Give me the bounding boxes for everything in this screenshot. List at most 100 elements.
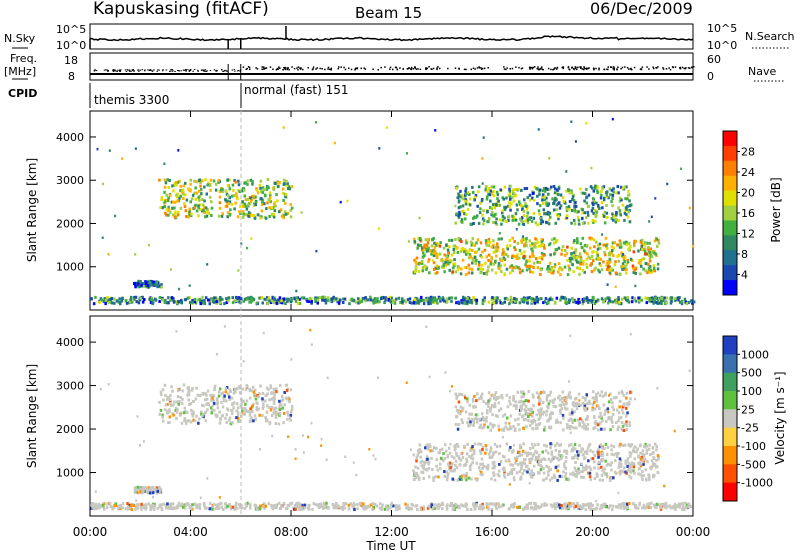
echo-cell — [496, 249, 499, 252]
nave-point — [283, 67, 285, 69]
echo-cell — [390, 296, 393, 300]
echo-cell — [342, 301, 345, 304]
echo-cell — [492, 262, 495, 266]
echo-cell — [492, 243, 495, 247]
echo-cell — [431, 468, 434, 471]
echo-cell — [506, 416, 509, 420]
echo-cell — [571, 421, 574, 424]
echo-cell — [510, 471, 514, 475]
echo-cell — [588, 475, 592, 479]
nave-point — [201, 69, 204, 71]
echo-cell — [425, 266, 428, 270]
echo-cell — [273, 209, 277, 213]
echo-cell — [557, 246, 561, 250]
echo-cell — [462, 504, 466, 508]
echo-cell — [297, 504, 301, 508]
echo-cell — [499, 188, 502, 192]
echo-cell — [597, 452, 600, 456]
echo-cell — [467, 271, 471, 275]
echo-cell — [243, 194, 246, 198]
echo-cell — [218, 502, 221, 506]
echo-cell — [523, 250, 526, 254]
echo-cell — [562, 403, 565, 407]
echo-cell — [238, 385, 241, 389]
echo-cell — [636, 447, 639, 451]
echo-cell — [649, 453, 652, 457]
echo-cell — [655, 296, 659, 300]
echo-cell — [665, 301, 668, 305]
echo-cell — [481, 412, 484, 416]
echo-cell — [594, 219, 597, 223]
echo-cell — [455, 186, 458, 190]
echo-cell — [679, 300, 682, 304]
echo-cell — [554, 248, 558, 252]
echo-cell — [637, 249, 640, 253]
echo-cell — [599, 411, 602, 415]
echo-cell — [499, 460, 503, 463]
echo-cell — [332, 295, 335, 299]
echo-cell — [172, 189, 175, 193]
echo-cell — [541, 390, 545, 394]
nave-point — [613, 67, 616, 69]
echo-cell — [432, 446, 436, 450]
echo-cell — [495, 245, 498, 249]
echo-cell — [679, 502, 682, 506]
echo-cell — [566, 258, 569, 262]
echo-cell — [416, 449, 420, 453]
echo-cell — [597, 415, 601, 419]
nave-point — [555, 68, 558, 70]
echo-cell — [627, 461, 630, 465]
nave-point — [321, 68, 323, 70]
echo-cell — [625, 263, 628, 266]
echo-cell — [570, 411, 574, 415]
echo-cell — [611, 218, 615, 222]
echo-cell — [578, 266, 581, 270]
echo-cell — [267, 502, 270, 506]
echo-cell — [245, 399, 249, 403]
echo-cell — [200, 299, 204, 303]
echo-cell — [577, 471, 580, 475]
echo-cell — [522, 461, 525, 465]
echo-cell — [650, 255, 654, 259]
echo-cell — [589, 468, 593, 471]
echo-cell — [494, 259, 497, 263]
echo-cell — [576, 450, 579, 454]
echo-cell — [489, 262, 492, 266]
echo-cell — [446, 462, 450, 466]
echo-cell — [556, 478, 559, 482]
echo-cell — [224, 416, 227, 420]
echo-cell — [593, 245, 596, 249]
echo-cell — [594, 507, 597, 511]
echo-cell — [545, 476, 548, 480]
echo-cell — [278, 383, 282, 387]
echo-cell — [182, 196, 185, 200]
echo-cell — [617, 425, 620, 429]
echo-cell — [563, 297, 566, 301]
nave-point — [503, 68, 506, 70]
echo-cell — [644, 252, 647, 256]
echo-cell — [272, 399, 276, 403]
echo-cell — [531, 427, 534, 431]
echo-cell — [519, 475, 523, 479]
nave-point — [628, 68, 630, 70]
echo-cell — [181, 401, 184, 405]
echo-cell — [175, 416, 178, 420]
echo-cell — [251, 410, 254, 414]
echo-cell — [420, 470, 423, 474]
echo-cell — [577, 222, 581, 226]
echo-cell — [593, 454, 597, 457]
echo-cell — [572, 251, 576, 255]
echo-cell — [433, 507, 436, 510]
echo-cell — [445, 470, 448, 474]
echo-cell — [574, 252, 577, 255]
echo-cell — [428, 299, 432, 303]
echo-cell — [646, 297, 649, 301]
echo-cell — [441, 259, 444, 263]
echo-cell — [487, 192, 490, 196]
echo-cell — [518, 412, 521, 416]
echo-cell — [493, 296, 497, 300]
echo-cell — [315, 249, 318, 253]
echo-cell — [592, 220, 595, 224]
echo-cell — [460, 218, 464, 222]
echo-cell — [429, 301, 432, 305]
